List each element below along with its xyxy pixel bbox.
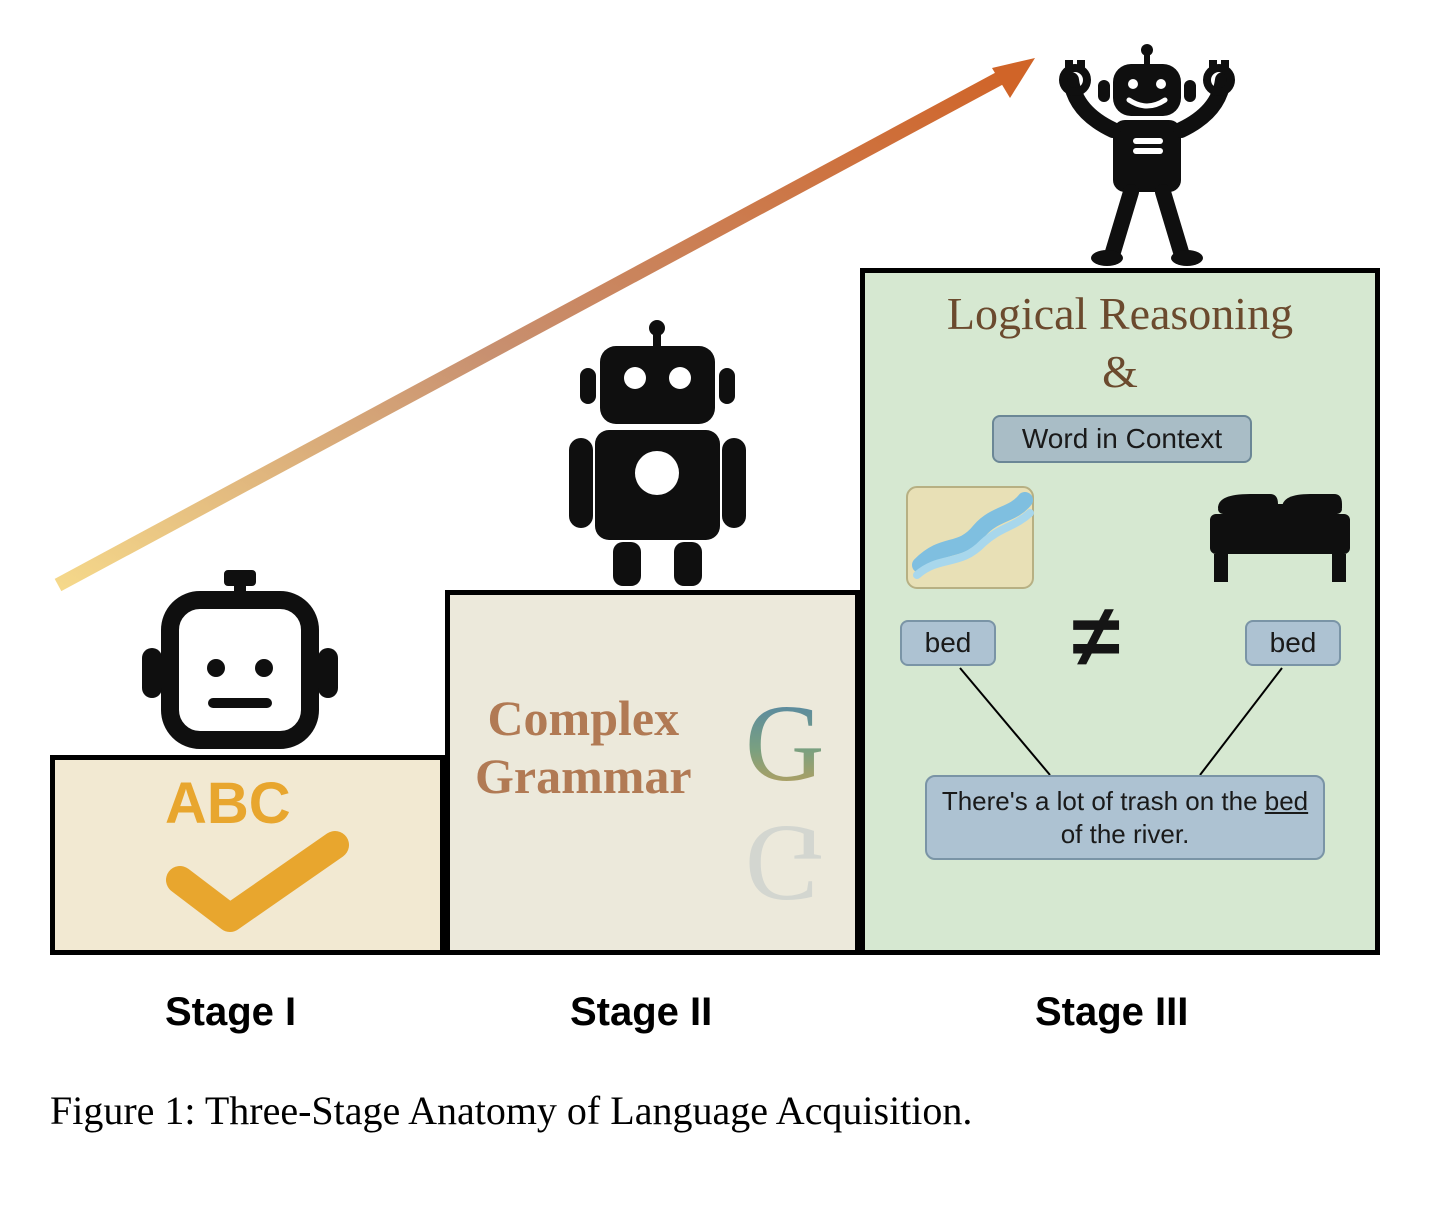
stage3-sentence-pill: There's a lot of trash on the bed of the…	[925, 775, 1325, 860]
stage3-sentence-pre: There's a lot of trash on the	[942, 786, 1265, 816]
stage3-subtitle-pill: Word in Context	[992, 415, 1252, 463]
stage3-label: Stage III	[1035, 990, 1188, 1035]
stage3-title-line2: &	[1102, 346, 1138, 397]
stage2-label: Stage II	[570, 990, 712, 1035]
stage3-sentence-underlined: bed	[1265, 786, 1308, 816]
robot-head-icon	[130, 570, 350, 760]
stage1-abc-text: ABC	[165, 770, 291, 837]
checkmark-icon	[160, 830, 350, 940]
stage2-big-g-reflection-icon: G	[745, 800, 824, 927]
stage3-title-line1: Logical Reasoning	[947, 288, 1293, 339]
figure-canvas: ABC Complex Grammar G G Logical Reasonin…	[0, 0, 1442, 1230]
stage1-label: Stage I	[165, 990, 296, 1035]
figure-caption: Figure 1: Three-Stage Anatomy of Languag…	[50, 1085, 1390, 1137]
stage3-sentence-post: of the river.	[1061, 819, 1190, 849]
river-icon	[905, 485, 1035, 590]
robot-arms-up-icon	[1035, 42, 1260, 272]
stage2-title: Complex Grammar	[475, 690, 692, 805]
not-equal-icon: ≠	[1072, 585, 1120, 687]
stage2-big-g-icon: G	[745, 680, 824, 807]
stage2-title-line2: Grammar	[475, 748, 692, 804]
stage3-bed-label-left: bed	[900, 620, 996, 666]
robot-body-icon	[545, 318, 770, 593]
stage2-title-line1: Complex	[487, 690, 679, 746]
stage3-title: Logical Reasoning &	[875, 285, 1365, 400]
stage3-bed-label-right: bed	[1245, 620, 1341, 666]
bed-icon	[1210, 490, 1350, 585]
